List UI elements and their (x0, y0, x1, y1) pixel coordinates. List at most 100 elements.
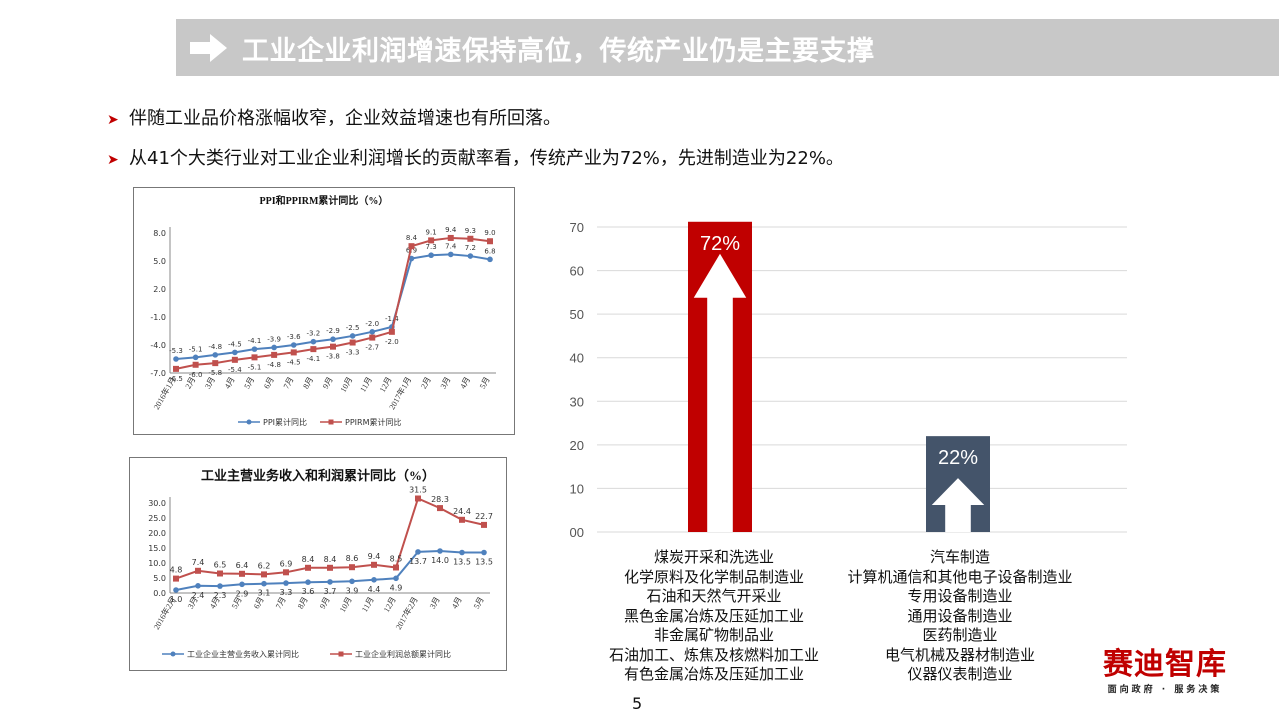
x-tick-label: 9月 (321, 376, 335, 391)
arrow-up-icon (931, 478, 985, 532)
legend-label: PPI累计同比 (263, 417, 307, 427)
data-label: 8.4 (324, 555, 337, 564)
y-tick-label: 2.0 (153, 285, 166, 294)
data-label: 9.3 (465, 227, 476, 235)
data-label: 6.5 (214, 561, 227, 570)
data-label: 1.0 (170, 595, 183, 604)
data-point (369, 334, 376, 341)
revenue-profit-chart-panel: 工业主营业务收入和利润累计同比（%） 30.0 25.0 20.0 15.0 10.0 5.… (129, 457, 507, 671)
data-label: 2.9 (236, 589, 249, 598)
data-point (393, 575, 399, 582)
data-point (459, 549, 465, 556)
y-tick-label: 10 (570, 481, 584, 496)
data-point (371, 561, 377, 568)
slide-title: 工业企业利润增速保持高位，传统产业仍是主要支撑 (242, 36, 875, 67)
data-label: 4.9 (390, 583, 403, 592)
data-label: -2.0 (365, 320, 379, 328)
data-point (467, 253, 474, 259)
data-point (310, 346, 317, 353)
data-label: 9.0 (484, 229, 495, 237)
data-label: 9.4 (368, 552, 381, 561)
data-label: 2.3 (214, 591, 227, 600)
legend-label: PPIRM累计同比 (345, 417, 401, 427)
x-tick-label: 7月 (282, 376, 296, 391)
data-point (369, 329, 376, 335)
data-label: 9.1 (426, 228, 437, 236)
data-label: -3.6 (287, 333, 301, 341)
data-point (251, 346, 258, 352)
chart-title: PPI和PPIRM累计同比（%） (260, 194, 389, 207)
data-point (415, 495, 421, 502)
data-label: -5.8 (208, 369, 222, 377)
y-tick-label: -7.0 (150, 369, 166, 378)
data-point (371, 577, 377, 583)
data-label: -1.4 (385, 315, 399, 323)
data-label: -4.8 (208, 343, 222, 351)
data-label: 3.7 (324, 587, 337, 596)
data-point (310, 338, 317, 345)
data-label: -2.5 (346, 324, 360, 332)
data-point (393, 564, 399, 571)
category-item: 专用设备制造业 (907, 587, 1013, 605)
x-tick-label: 12月 (378, 376, 394, 394)
data-point (447, 251, 454, 258)
x-tick-label: 8月 (301, 376, 315, 391)
data-point (330, 336, 336, 343)
y-tick-label: -4.0 (150, 341, 166, 350)
data-point (305, 564, 311, 571)
data-label: -3.2 (307, 330, 321, 338)
y-tick-label: 30.0 (148, 499, 166, 508)
data-label: 3.9 (346, 586, 359, 595)
logo-slogan: 面向政府 · 服务决策 (1107, 685, 1223, 695)
data-point (437, 548, 443, 554)
data-label: 31.5 (409, 486, 427, 495)
data-point (330, 343, 336, 350)
data-point (192, 354, 199, 361)
data-point (212, 360, 219, 367)
data-point (283, 569, 289, 576)
category-item: 计算机通信和其他电子设备制造业 (847, 567, 1073, 586)
x-tick-label: 12月 (382, 596, 398, 614)
bullet-arrow-icon: ➤ (107, 152, 119, 168)
data-label: -6.0 (189, 371, 203, 379)
data-point (408, 255, 415, 262)
data-point (261, 571, 267, 578)
y-tick-label: 8.0 (153, 229, 166, 238)
data-label: -3.9 (267, 335, 281, 343)
data-point (428, 237, 435, 244)
x-tick-label: 11月 (360, 596, 376, 614)
data-label: 7.4 (445, 242, 457, 250)
y-tick-label: 40 (570, 351, 584, 366)
chart-title: 工业主营业务收入和利润累计同比（%） (201, 468, 435, 483)
data-point (283, 580, 289, 586)
series-line (175, 253, 491, 360)
data-label: 7.2 (465, 244, 476, 252)
x-tick-label: 5月 (242, 376, 256, 391)
data-point (217, 583, 223, 589)
data-point (173, 575, 179, 582)
category-item: 有色金属冶炼及压延加工业 (623, 665, 804, 683)
page-number: 5 (632, 694, 643, 713)
data-label: -5.1 (248, 363, 262, 371)
bullet-2-text: 从41个大类行业对工业企业利润增长的贡献率看，传统产业为72%，先进制造业为22… (129, 148, 844, 169)
data-label: 3.1 (258, 589, 271, 598)
x-tick-label: 11月 (358, 376, 374, 394)
data-label: 13.5 (453, 558, 471, 567)
data-point (173, 356, 179, 362)
legend-marker (246, 419, 252, 425)
data-label: 9.4 (445, 226, 457, 234)
x-tick-label: 3月 (439, 376, 453, 391)
y-tick-label: 0.0 (153, 589, 166, 598)
y-tick-label: 20 (570, 438, 584, 453)
x-tick-label: 6月 (252, 596, 266, 611)
data-label: -6.5 (169, 375, 183, 383)
y-tick-label: 10.0 (148, 559, 166, 568)
category-item: 医药制造业 (922, 626, 998, 644)
logo-name: 赛迪智库 (1103, 647, 1227, 682)
data-label: 8.4 (302, 555, 315, 564)
data-label: 6.9 (280, 559, 293, 568)
y-tick-label: 15.0 (148, 544, 166, 553)
data-point (232, 349, 238, 356)
data-label: 8.6 (346, 554, 359, 563)
x-tick-label: 6月 (262, 376, 276, 391)
